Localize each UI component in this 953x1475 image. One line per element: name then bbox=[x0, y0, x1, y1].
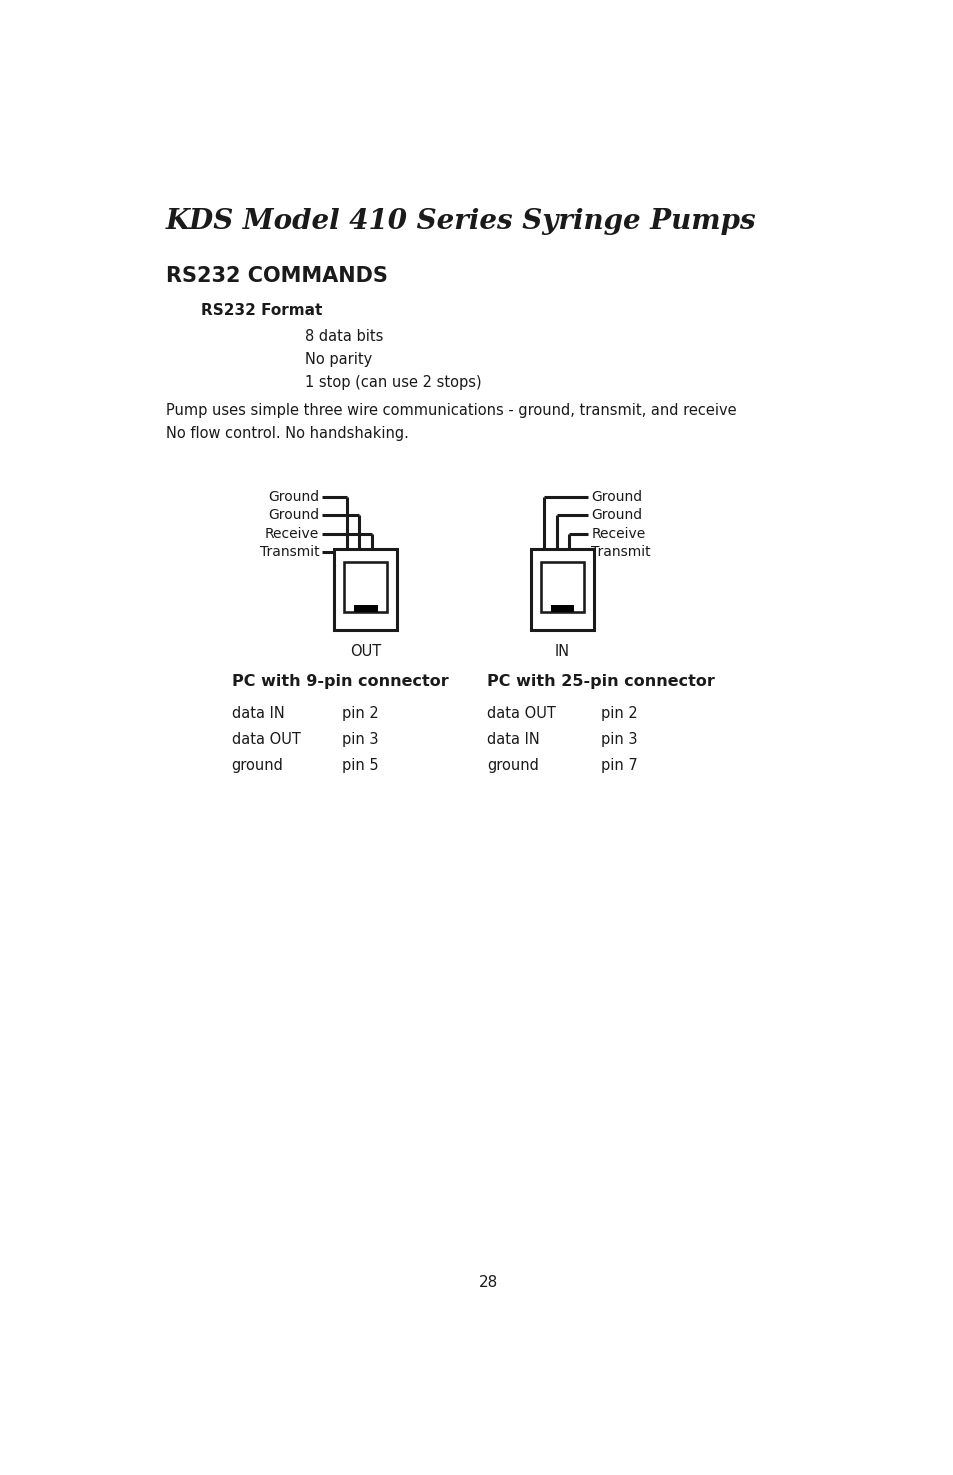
Text: Transmit: Transmit bbox=[591, 544, 650, 559]
Text: Pump uses simple three wire communications - ground, transmit, and receive: Pump uses simple three wire communicatio… bbox=[166, 403, 736, 417]
Text: data OUT: data OUT bbox=[487, 707, 556, 721]
Text: ground: ground bbox=[232, 758, 283, 773]
Text: PC with 25-pin connector: PC with 25-pin connector bbox=[487, 674, 715, 689]
Text: Ground: Ground bbox=[268, 490, 319, 503]
Bar bbox=[540, 562, 583, 612]
Text: pin 5: pin 5 bbox=[342, 758, 378, 773]
Text: pin 3: pin 3 bbox=[342, 732, 378, 748]
Text: No flow control. No handshaking.: No flow control. No handshaking. bbox=[166, 426, 408, 441]
Text: Receive: Receive bbox=[265, 527, 319, 540]
Text: pin 2: pin 2 bbox=[600, 707, 638, 721]
Text: pin 3: pin 3 bbox=[600, 732, 638, 748]
Text: Transmit: Transmit bbox=[259, 544, 319, 559]
Text: IN: IN bbox=[555, 643, 570, 659]
Text: KDS Model 410 Series Syringe Pumps: KDS Model 410 Series Syringe Pumps bbox=[166, 208, 756, 235]
Bar bbox=[334, 549, 397, 630]
Text: Ground: Ground bbox=[591, 490, 641, 503]
Text: Receive: Receive bbox=[591, 527, 645, 540]
Bar bbox=[530, 549, 594, 630]
Text: OUT: OUT bbox=[350, 643, 381, 659]
Text: No parity: No parity bbox=[305, 353, 372, 367]
Bar bbox=[550, 605, 574, 612]
Text: 28: 28 bbox=[478, 1274, 498, 1289]
Text: Ground: Ground bbox=[591, 507, 641, 522]
Text: 1 stop (can use 2 stops): 1 stop (can use 2 stops) bbox=[305, 375, 481, 389]
Text: PC with 9-pin connector: PC with 9-pin connector bbox=[232, 674, 448, 689]
Text: pin 2: pin 2 bbox=[342, 707, 378, 721]
Text: RS232 COMMANDS: RS232 COMMANDS bbox=[166, 266, 387, 286]
Text: ground: ground bbox=[487, 758, 538, 773]
Text: data IN: data IN bbox=[232, 707, 284, 721]
Text: data IN: data IN bbox=[487, 732, 539, 748]
Text: 8 data bits: 8 data bits bbox=[305, 329, 383, 344]
Text: Ground: Ground bbox=[268, 507, 319, 522]
Text: pin 7: pin 7 bbox=[600, 758, 638, 773]
Bar bbox=[344, 562, 387, 612]
Bar bbox=[354, 605, 377, 612]
Text: data OUT: data OUT bbox=[232, 732, 300, 748]
Text: RS232 Format: RS232 Format bbox=[200, 302, 322, 317]
